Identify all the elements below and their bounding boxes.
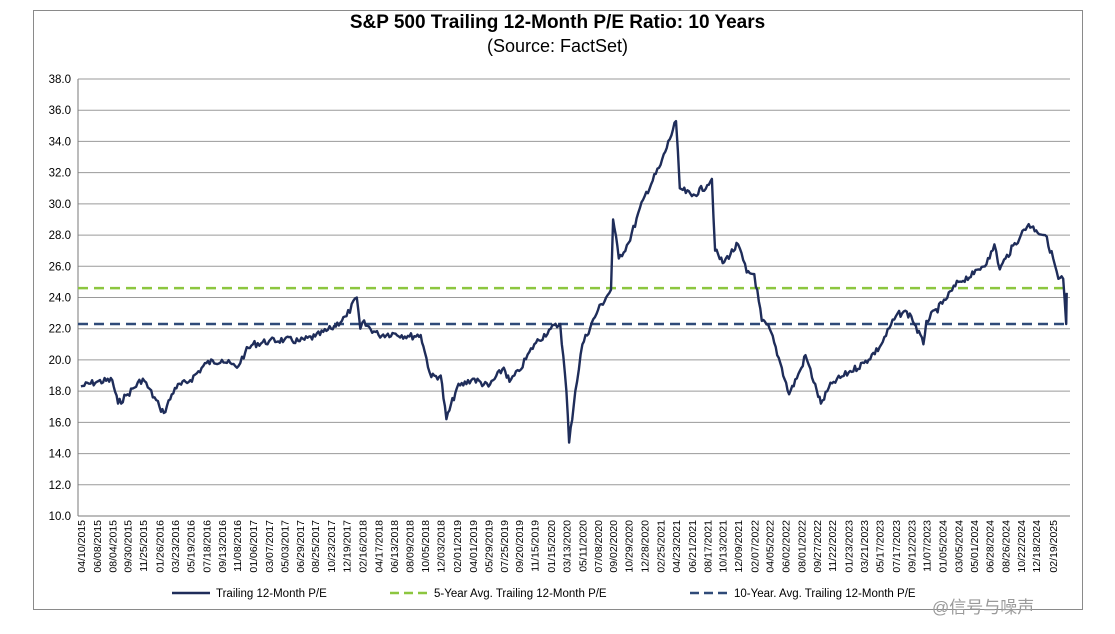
x-tick-label: 01/26/2016: [155, 520, 167, 573]
y-tick-label: 28.0: [49, 230, 71, 242]
x-tick-label: 01/06/2017: [248, 520, 260, 573]
y-tick-label: 14.0: [49, 449, 71, 461]
x-tick-label: 06/08/2015: [92, 520, 104, 573]
y-tick-label: 32.0: [49, 168, 71, 180]
x-tick-label: 01/15/2020: [546, 520, 558, 573]
x-tick-label: 03/23/2016: [170, 520, 182, 573]
y-tick-label: 20.0: [49, 355, 71, 367]
series-layer: [80, 119, 1068, 444]
legend-label: 5-Year Avg. Trailing 12-Month P/E: [434, 588, 607, 600]
x-axis: 04/10/2015 06/08/2015 08/04/2015 09/30/2015…: [76, 515, 1070, 573]
x-tick-label: 10/23/2017: [326, 520, 338, 573]
x-tick-label: 05/17/2023: [874, 520, 886, 573]
x-tick-label: 05/11/2020: [577, 520, 589, 572]
x-tick-label: 09/20/2019: [514, 520, 526, 573]
x-tick-label: 04/17/2018: [374, 520, 386, 573]
series-line: [80, 119, 1068, 444]
x-tick-label: 09/12/2023: [906, 520, 918, 573]
x-tick-label: 08/09/2018: [404, 520, 416, 573]
x-tick-label: 08/26/2024: [1000, 520, 1012, 573]
x-tick-label: 09/27/2022: [812, 520, 824, 573]
x-tick-label: 07/25/2019: [499, 520, 511, 573]
x-tick-label: 04/05/2022: [765, 520, 777, 573]
x-tick-label: 11/25/2015: [138, 520, 150, 572]
y-tick-label: 18.0: [49, 386, 71, 398]
y-tick-label: 38.0: [49, 74, 71, 86]
x-tick-label: 03/07/2017: [264, 520, 276, 573]
x-tick-label: 04/23/2021: [671, 520, 683, 573]
x-tick-label: 08/01/2022: [796, 520, 808, 573]
y-tick-label: 34.0: [49, 136, 71, 148]
chart-subtitle: (Source: FactSet): [486, 36, 629, 56]
x-tick-label: 11/22/2022: [827, 520, 839, 572]
y-axis: 10.0 12.0 14.0 16.0 18.0 20.0 22.0 24.0 26.0 28.0…: [49, 74, 79, 523]
average-lines: [78, 286, 1070, 326]
x-tick-label: 10/05/2018: [420, 520, 432, 573]
x-tick-label: 11/07/2023: [921, 520, 933, 572]
y-tick-label: 12.0: [49, 480, 71, 492]
legend-label: 10-Year. Avg. Trailing 12-Month P/E: [734, 588, 916, 600]
x-tick-label: 06/28/2024: [985, 520, 997, 573]
x-tick-label: 04/01/2019: [468, 520, 480, 573]
y-tick-label: 24.0: [49, 293, 71, 305]
legend: Trailing 12-Month P/E 5-Year Avg. Trailin…: [172, 588, 916, 600]
x-tick-label: 06/29/2017: [295, 520, 307, 573]
x-tick-label: 06/21/2021: [687, 520, 699, 573]
y-tick-label: 26.0: [49, 261, 71, 273]
x-tick-label: 08/17/2021: [702, 520, 714, 573]
x-tick-label: 07/17/2023: [891, 520, 903, 573]
y-tick-label: 16.0: [49, 417, 71, 429]
x-tick-label: 05/29/2019: [483, 520, 495, 573]
x-tick-label: 03/21/2023: [859, 520, 871, 573]
y-tick-label: 30.0: [49, 199, 71, 211]
x-tick-label: 08/25/2017: [310, 520, 322, 573]
chart-title: S&P 500 Trailing 12-Month P/E Ratio: 10 …: [349, 12, 766, 33]
x-tick-label: 02/01/2019: [452, 520, 464, 573]
x-tick-label: 09/13/2016: [217, 520, 229, 573]
x-tick-label: 03/05/2024: [954, 520, 966, 573]
y-tick-label: 36.0: [49, 105, 71, 117]
x-tick-label: 12/19/2017: [342, 520, 354, 573]
x-tick-label: 01/05/2024: [937, 520, 949, 573]
x-tick-label: 01/23/2023: [844, 520, 856, 573]
x-tick-label: 06/13/2018: [389, 520, 401, 573]
x-tick-label: 10/22/2024: [1016, 520, 1028, 573]
x-tick-label: 09/02/2020: [608, 520, 620, 573]
x-tick-label: 05/01/2024: [969, 520, 981, 573]
x-tick-label: 10/29/2020: [624, 520, 636, 573]
x-tick-label: 02/07/2022: [749, 520, 761, 573]
grid-lines: [78, 78, 1070, 486]
x-tick-label: 02/25/2021: [656, 520, 668, 573]
watermark-text: @信号与噪声: [932, 598, 1035, 617]
x-tick-label: 10/13/2021: [718, 520, 730, 573]
y-tick-label: 22.0: [49, 324, 71, 336]
x-tick-label: 05/03/2017: [279, 520, 291, 573]
legend-label: Trailing 12-Month P/E: [216, 588, 327, 600]
x-tick-label: 12/18/2024: [1031, 520, 1043, 573]
x-tick-label: 12/09/2021: [733, 520, 745, 573]
x-tick-label: 11/15/2019: [529, 520, 541, 572]
x-tick-label: 02/16/2018: [357, 520, 369, 573]
x-tick-label: 12/28/2020: [640, 520, 652, 573]
x-tick-label: 05/19/2016: [185, 520, 197, 573]
x-tick-label: 12/03/2018: [436, 520, 448, 573]
x-tick-label: 09/30/2015: [123, 520, 135, 573]
x-tick-label: 08/04/2015: [107, 520, 119, 573]
x-tick-label: 04/10/2015: [76, 520, 88, 573]
y-tick-label: 10.0: [49, 511, 71, 523]
x-tick-label: 06/02/2022: [780, 520, 792, 573]
x-tick-label: 03/13/2020: [561, 520, 573, 573]
x-tick-label: 02/19/2025: [1048, 520, 1060, 573]
x-tick-label: 11/08/2016: [232, 520, 244, 572]
x-tick-label: 07/18/2016: [201, 520, 213, 573]
x-tick-label: 07/08/2020: [593, 520, 605, 573]
